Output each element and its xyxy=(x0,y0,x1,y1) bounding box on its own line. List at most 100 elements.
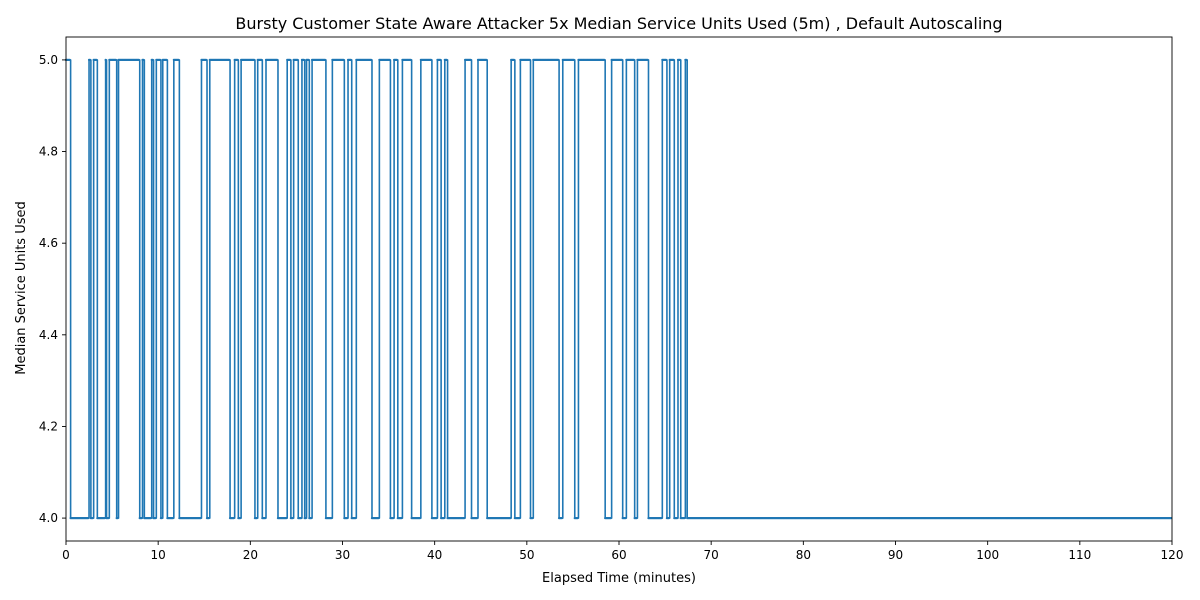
data-point xyxy=(285,516,288,520)
y-tick-label: 5.0 xyxy=(39,53,58,67)
data-point xyxy=(288,58,292,62)
data-point xyxy=(475,516,479,520)
data-point xyxy=(142,58,145,62)
data-point xyxy=(683,516,686,520)
y-tick-label: 4.8 xyxy=(39,145,58,159)
data-point xyxy=(116,516,119,520)
data-point xyxy=(307,58,310,62)
data-point xyxy=(400,516,403,520)
data-point xyxy=(485,58,488,62)
x-tick-label: 40 xyxy=(427,548,442,562)
data-point xyxy=(149,516,152,520)
y-tick-label: 4.0 xyxy=(39,511,58,525)
data-point xyxy=(95,58,98,62)
data-point xyxy=(518,516,521,520)
y-tick-label: 4.2 xyxy=(39,419,58,433)
y-tick-label: 4.4 xyxy=(39,328,58,342)
data-point xyxy=(646,58,649,62)
data-point xyxy=(576,516,579,520)
data-point xyxy=(239,516,242,520)
series-line xyxy=(66,59,1172,519)
data-point xyxy=(260,58,263,62)
data-point xyxy=(346,516,349,520)
data-point xyxy=(395,58,398,62)
data-point xyxy=(392,516,395,520)
data-point xyxy=(667,516,670,520)
x-axis-label: Elapsed Time (minutes) xyxy=(542,571,696,586)
data-point xyxy=(236,58,239,62)
data-point xyxy=(310,516,313,520)
data-point xyxy=(158,58,162,62)
x-tick-label: 50 xyxy=(519,548,534,562)
data-point xyxy=(204,58,208,62)
data-point xyxy=(603,58,606,62)
data-point xyxy=(512,58,516,62)
data-point xyxy=(304,516,307,520)
data-point xyxy=(354,516,357,520)
data-point xyxy=(463,516,466,520)
data-point xyxy=(291,516,294,520)
data-point xyxy=(675,516,679,520)
data-point xyxy=(445,58,448,62)
data-point xyxy=(151,58,154,62)
data-point xyxy=(87,516,90,520)
data-point xyxy=(624,516,627,520)
data-point xyxy=(323,58,327,62)
data-point xyxy=(165,58,168,62)
data-point xyxy=(678,58,681,62)
data-point xyxy=(660,516,663,520)
series-points xyxy=(64,58,1173,520)
chart-title: Bursty Customer State Aware Attacker 5x … xyxy=(235,14,1002,33)
data-point xyxy=(349,58,352,62)
x-tick-label: 100 xyxy=(976,548,999,562)
x-tick-label: 30 xyxy=(335,548,350,562)
data-point xyxy=(439,58,442,62)
data-point xyxy=(435,516,438,520)
data-point xyxy=(154,516,157,520)
data-point xyxy=(672,58,675,62)
data-point xyxy=(620,58,623,62)
data-point xyxy=(91,516,94,520)
data-point xyxy=(275,58,279,62)
data-point xyxy=(409,58,412,62)
data-point xyxy=(377,516,380,520)
data-point xyxy=(369,58,373,62)
x-tick-label: 110 xyxy=(1068,548,1091,562)
data-point xyxy=(296,58,299,62)
axes: 0 10 20 30 40 50 60 70 80 90 100 110 120 4.0 4.2 4.4 4.6… xyxy=(39,36,1183,562)
x-tick-label: 0 xyxy=(62,548,70,562)
y-axis-label: Median Service Units Used xyxy=(14,201,29,375)
plot-area xyxy=(64,58,1173,520)
data-point xyxy=(255,516,258,520)
data-point xyxy=(302,58,305,62)
data-point xyxy=(103,516,106,520)
data-point xyxy=(528,58,531,62)
data-point xyxy=(685,58,688,62)
data-point xyxy=(104,58,107,62)
data-point xyxy=(531,516,534,520)
data-point xyxy=(635,516,638,520)
data-point xyxy=(137,58,140,62)
x-tick-label: 70 xyxy=(704,548,719,562)
data-point xyxy=(252,58,256,62)
data-point xyxy=(232,516,235,520)
data-point xyxy=(442,516,445,520)
data-point xyxy=(88,58,92,62)
x-tick-label: 80 xyxy=(796,548,811,562)
plot-frame xyxy=(65,36,1173,542)
data-point xyxy=(171,516,175,520)
x-tick-label: 60 xyxy=(611,548,626,562)
x-tick-label: 90 xyxy=(888,548,903,562)
data-point xyxy=(418,516,422,520)
data-point xyxy=(509,516,512,520)
data-point xyxy=(228,58,231,62)
x-tick-label: 20 xyxy=(243,548,258,562)
data-point xyxy=(207,516,210,520)
data-point xyxy=(469,58,472,62)
data-point xyxy=(342,58,345,62)
data-point xyxy=(388,58,391,62)
data-point xyxy=(177,58,180,62)
data-point xyxy=(664,58,668,62)
data-point xyxy=(199,516,202,520)
